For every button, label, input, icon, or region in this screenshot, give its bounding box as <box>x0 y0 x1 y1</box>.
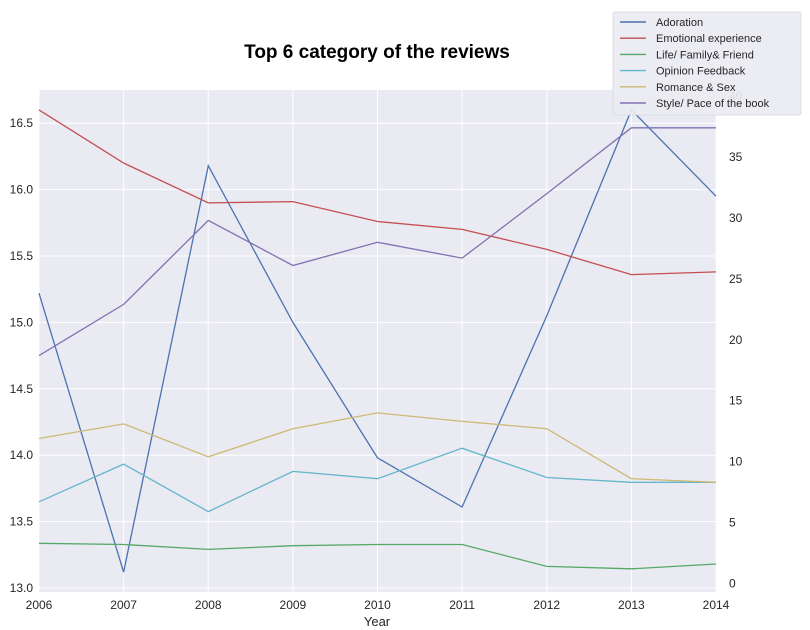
series-lines <box>38 108 717 573</box>
legend-label-romance-sex: Romance & Sex <box>656 82 736 94</box>
left-y-tick-label: 15.5 <box>10 249 34 263</box>
right-y-tick-label: 35 <box>729 150 743 164</box>
left-y-tick-label: 16.0 <box>10 183 34 197</box>
legend-label-emotional-experience: Emotional experience <box>656 33 762 45</box>
legend-box <box>612 11 802 116</box>
right-y-tick-label: 30 <box>729 211 743 225</box>
series-line-adoration <box>38 108 717 573</box>
left-y-tick-label: 16.5 <box>10 116 34 130</box>
chart-title: Top 6 category of the reviews <box>244 42 510 63</box>
legend-label-adoration: Adoration <box>656 17 703 29</box>
series-line-opinion-feedback <box>38 447 716 513</box>
left-y-tick-label: 13.5 <box>10 515 34 529</box>
x-tick-label: 2007 <box>110 598 137 612</box>
right-y-tick-label: 5 <box>729 516 736 530</box>
x-tick-label: 2011 <box>449 598 475 612</box>
left-y-tick-label: 13.0 <box>10 581 34 595</box>
left-y-tick-label: 14.0 <box>10 448 34 462</box>
x-tick-label: 2009 <box>280 598 307 612</box>
x-tick-label: 2012 <box>533 598 560 612</box>
legend: Adoration Emotional experience Life/ Famil… <box>612 11 802 116</box>
grid <box>38 90 717 592</box>
series-line-romance-sex <box>38 412 717 483</box>
x-axis: 2006 2007 2008 2009 2010 2011 2012 2013 2014 <box>26 598 730 612</box>
right-y-tick-label: 10 <box>729 455 743 469</box>
legend-label-style-pace-of-the-book: Style/ Pace of the book <box>656 98 770 110</box>
right-y-tick-label: 0 <box>729 576 736 590</box>
left-y-tick-label: 14.5 <box>10 382 34 396</box>
x-tick-label: 2010 <box>364 598 391 612</box>
legend-label-opinion-feedback: Opinion Feedback <box>656 66 746 78</box>
legend-label-life-family-friend: Life/ Family& Friend <box>656 49 754 61</box>
x-tick-label: 2008 <box>195 598 222 612</box>
x-tick-label: 2006 <box>26 598 53 612</box>
x-tick-label: 2013 <box>618 598 645 612</box>
series-line-life-family-friend <box>38 542 717 570</box>
right-y-axis: 0510152025303540 <box>729 89 743 590</box>
series-line-emotional-experience <box>38 109 717 276</box>
series-line-style-pace-of-the-book <box>38 127 716 357</box>
x-axis-label: Year <box>364 614 391 629</box>
left-y-tick-label: 15.0 <box>10 315 34 329</box>
right-y-tick-label: 25 <box>729 272 743 286</box>
right-y-tick-label: 20 <box>729 333 743 347</box>
left-y-axis: 13.0 13.5 14.0 14.5 15.0 15.5 16.0 16.5 <box>10 116 34 595</box>
right-y-tick-label: 15 <box>729 394 743 408</box>
x-tick-label: 2014 <box>703 598 730 612</box>
